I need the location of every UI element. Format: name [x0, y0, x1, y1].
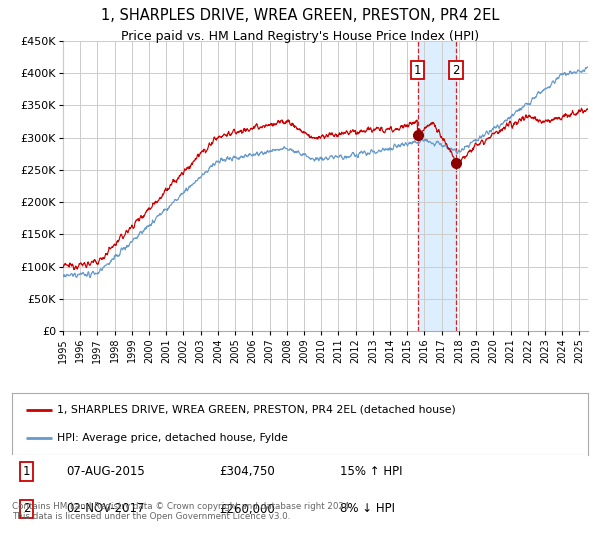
Text: 2: 2 — [452, 63, 460, 77]
Text: 1, SHARPLES DRIVE, WREA GREEN, PRESTON, PR4 2EL (detached house): 1, SHARPLES DRIVE, WREA GREEN, PRESTON, … — [57, 405, 455, 415]
Text: 07-AUG-2015: 07-AUG-2015 — [67, 465, 145, 478]
Text: 1: 1 — [414, 63, 421, 77]
Text: 2: 2 — [23, 502, 30, 516]
Text: 1: 1 — [23, 465, 30, 478]
Text: Contains HM Land Registry data © Crown copyright and database right 2024.
This d: Contains HM Land Registry data © Crown c… — [12, 502, 352, 521]
Text: 02-NOV-2017: 02-NOV-2017 — [67, 502, 145, 516]
Text: 8% ↓ HPI: 8% ↓ HPI — [340, 502, 395, 516]
Text: HPI: Average price, detached house, Fylde: HPI: Average price, detached house, Fyld… — [57, 433, 288, 444]
Text: £304,750: £304,750 — [220, 465, 275, 478]
Bar — [418, 41, 456, 331]
Text: 1, SHARPLES DRIVE, WREA GREEN, PRESTON, PR4 2EL: 1, SHARPLES DRIVE, WREA GREEN, PRESTON, … — [101, 8, 499, 23]
Text: Price paid vs. HM Land Registry's House Price Index (HPI): Price paid vs. HM Land Registry's House … — [121, 30, 479, 43]
Text: 15% ↑ HPI: 15% ↑ HPI — [340, 465, 403, 478]
Text: £260,000: £260,000 — [220, 502, 275, 516]
